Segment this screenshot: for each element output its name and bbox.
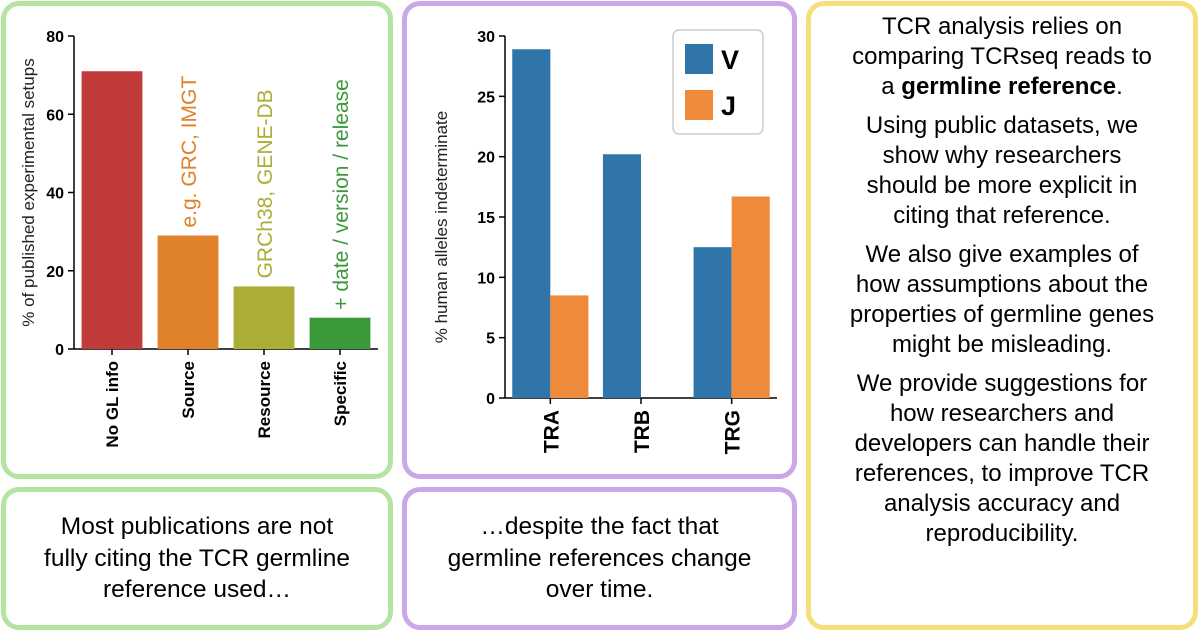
summary-line: analysis accuracy and bbox=[883, 490, 1121, 517]
alleles-bar-chart: 0 5 10 15 20 25 30 % human alleles indeterminat… bbox=[432, 29, 777, 454]
y-tick-label: 5 bbox=[486, 331, 495, 348]
bar bbox=[81, 71, 143, 350]
summary-line: show why researchers bbox=[882, 142, 1122, 169]
bar-annotation: GRCh38, GENE-DB bbox=[254, 89, 277, 278]
caption-line: Most publications are not bbox=[60, 512, 334, 540]
y-tick-label: 20 bbox=[46, 264, 64, 281]
x-tick-label: TRG bbox=[722, 410, 745, 454]
y-tick-label: 15 bbox=[477, 210, 495, 227]
legend-label: V bbox=[721, 45, 739, 75]
y-tick-label: 80 bbox=[46, 29, 64, 46]
y-tick-label: 60 bbox=[46, 107, 64, 124]
summary-line: developers can handle their bbox=[854, 430, 1150, 457]
summary-panel: TCR analysis relies on comparing TCRseq … bbox=[806, 1, 1198, 630]
summary-text: TCR analysis relies on comparing TCRseq … bbox=[811, 12, 1193, 558]
legend-swatch bbox=[685, 44, 713, 74]
x-tick-label: TRB bbox=[631, 410, 654, 453]
summary-paragraph-4: We provide suggestions for how researche… bbox=[825, 369, 1179, 549]
bar-j bbox=[550, 295, 589, 398]
x-tick-label: Source bbox=[179, 361, 198, 419]
caption-line: reference used… bbox=[103, 576, 291, 604]
legend-swatch bbox=[685, 90, 713, 120]
x-tick-label: TRA bbox=[540, 410, 563, 453]
legend-label: J bbox=[721, 91, 736, 121]
summary-line: properties of germline genes bbox=[849, 301, 1155, 328]
summary-line: Using public datasets, we bbox=[865, 112, 1139, 139]
bar-annotation: + date / version / release bbox=[330, 79, 353, 310]
caption-middle-text: …despite the fact that germline referenc… bbox=[448, 511, 752, 607]
y-axis-title: % human alleles indeterminate bbox=[432, 111, 451, 343]
y-tick-label: 0 bbox=[486, 391, 495, 408]
y-tick-label: 20 bbox=[477, 150, 495, 167]
citation-bar-chart: 0 20 40 60 80 % of published experimental set… bbox=[19, 29, 378, 448]
y-tick-label: 10 bbox=[477, 270, 495, 287]
y-tick-label: 40 bbox=[46, 186, 64, 203]
summary-line: how researchers and bbox=[889, 400, 1115, 427]
summary-line: We also give examples of bbox=[865, 241, 1139, 268]
bar-v bbox=[602, 154, 641, 398]
y-tick-label: 30 bbox=[477, 29, 495, 46]
x-tick-label: Resource bbox=[255, 361, 274, 438]
chart-panel-alleles: 0 5 10 15 20 25 30 % human alleles indeterminat… bbox=[402, 1, 797, 479]
y-tick-label: 0 bbox=[55, 342, 64, 359]
summary-line: how assumptions about the bbox=[855, 271, 1149, 298]
y-axis-title: % of published experimental setups bbox=[19, 58, 38, 326]
x-tick-label: No GL info bbox=[103, 361, 122, 448]
bar bbox=[157, 235, 219, 349]
summary-line: a germline reference. bbox=[825, 72, 1179, 102]
summary-suffix: . bbox=[1116, 73, 1123, 100]
summary-paragraph-3: We also give examples of how assumptions… bbox=[825, 240, 1179, 360]
summary-line: might be misleading. bbox=[891, 331, 1113, 358]
caption-panel-left: Most publications are not fully citing t… bbox=[1, 487, 393, 630]
summary-line: TCR analysis relies on bbox=[881, 13, 1123, 40]
summary-paragraph-1: TCR analysis relies on comparing TCRseq … bbox=[825, 12, 1179, 102]
bar-v bbox=[512, 49, 551, 398]
summary-line: comparing TCRseq reads to bbox=[852, 43, 1152, 70]
summary-line: references, to improve TCR bbox=[854, 460, 1150, 487]
summary-prefix: a bbox=[881, 73, 902, 100]
summary-line: should be more explicit in bbox=[866, 172, 1138, 199]
y-tick-label: 25 bbox=[477, 89, 495, 106]
bar-j bbox=[731, 196, 770, 398]
chart-panel-citation: 0 20 40 60 80 % of published experimental set… bbox=[1, 1, 393, 479]
bar bbox=[233, 286, 295, 349]
caption-line: over time. bbox=[545, 576, 654, 604]
caption-panel-middle: …despite the fact that germline referenc… bbox=[402, 487, 797, 630]
bar-v bbox=[693, 247, 732, 398]
caption-line: …despite the fact that bbox=[480, 512, 719, 540]
bar bbox=[309, 317, 371, 349]
summary-paragraph-2: Using public datasets, we show why resea… bbox=[825, 111, 1179, 231]
summary-line: We provide suggestions for bbox=[856, 370, 1148, 397]
caption-line: fully citing the TCR germline bbox=[44, 544, 350, 572]
caption-left-text: Most publications are not fully citing t… bbox=[44, 511, 350, 607]
x-tick-label: Specific bbox=[331, 361, 350, 426]
bar-annotation: e.g. GRC, IMGT bbox=[178, 76, 201, 228]
caption-line: germline references change bbox=[447, 544, 752, 572]
summary-line: reproducibility. bbox=[925, 520, 1079, 547]
germline-reference-emphasis: germline reference bbox=[901, 73, 1117, 100]
summary-line: citing that reference. bbox=[893, 202, 1111, 229]
